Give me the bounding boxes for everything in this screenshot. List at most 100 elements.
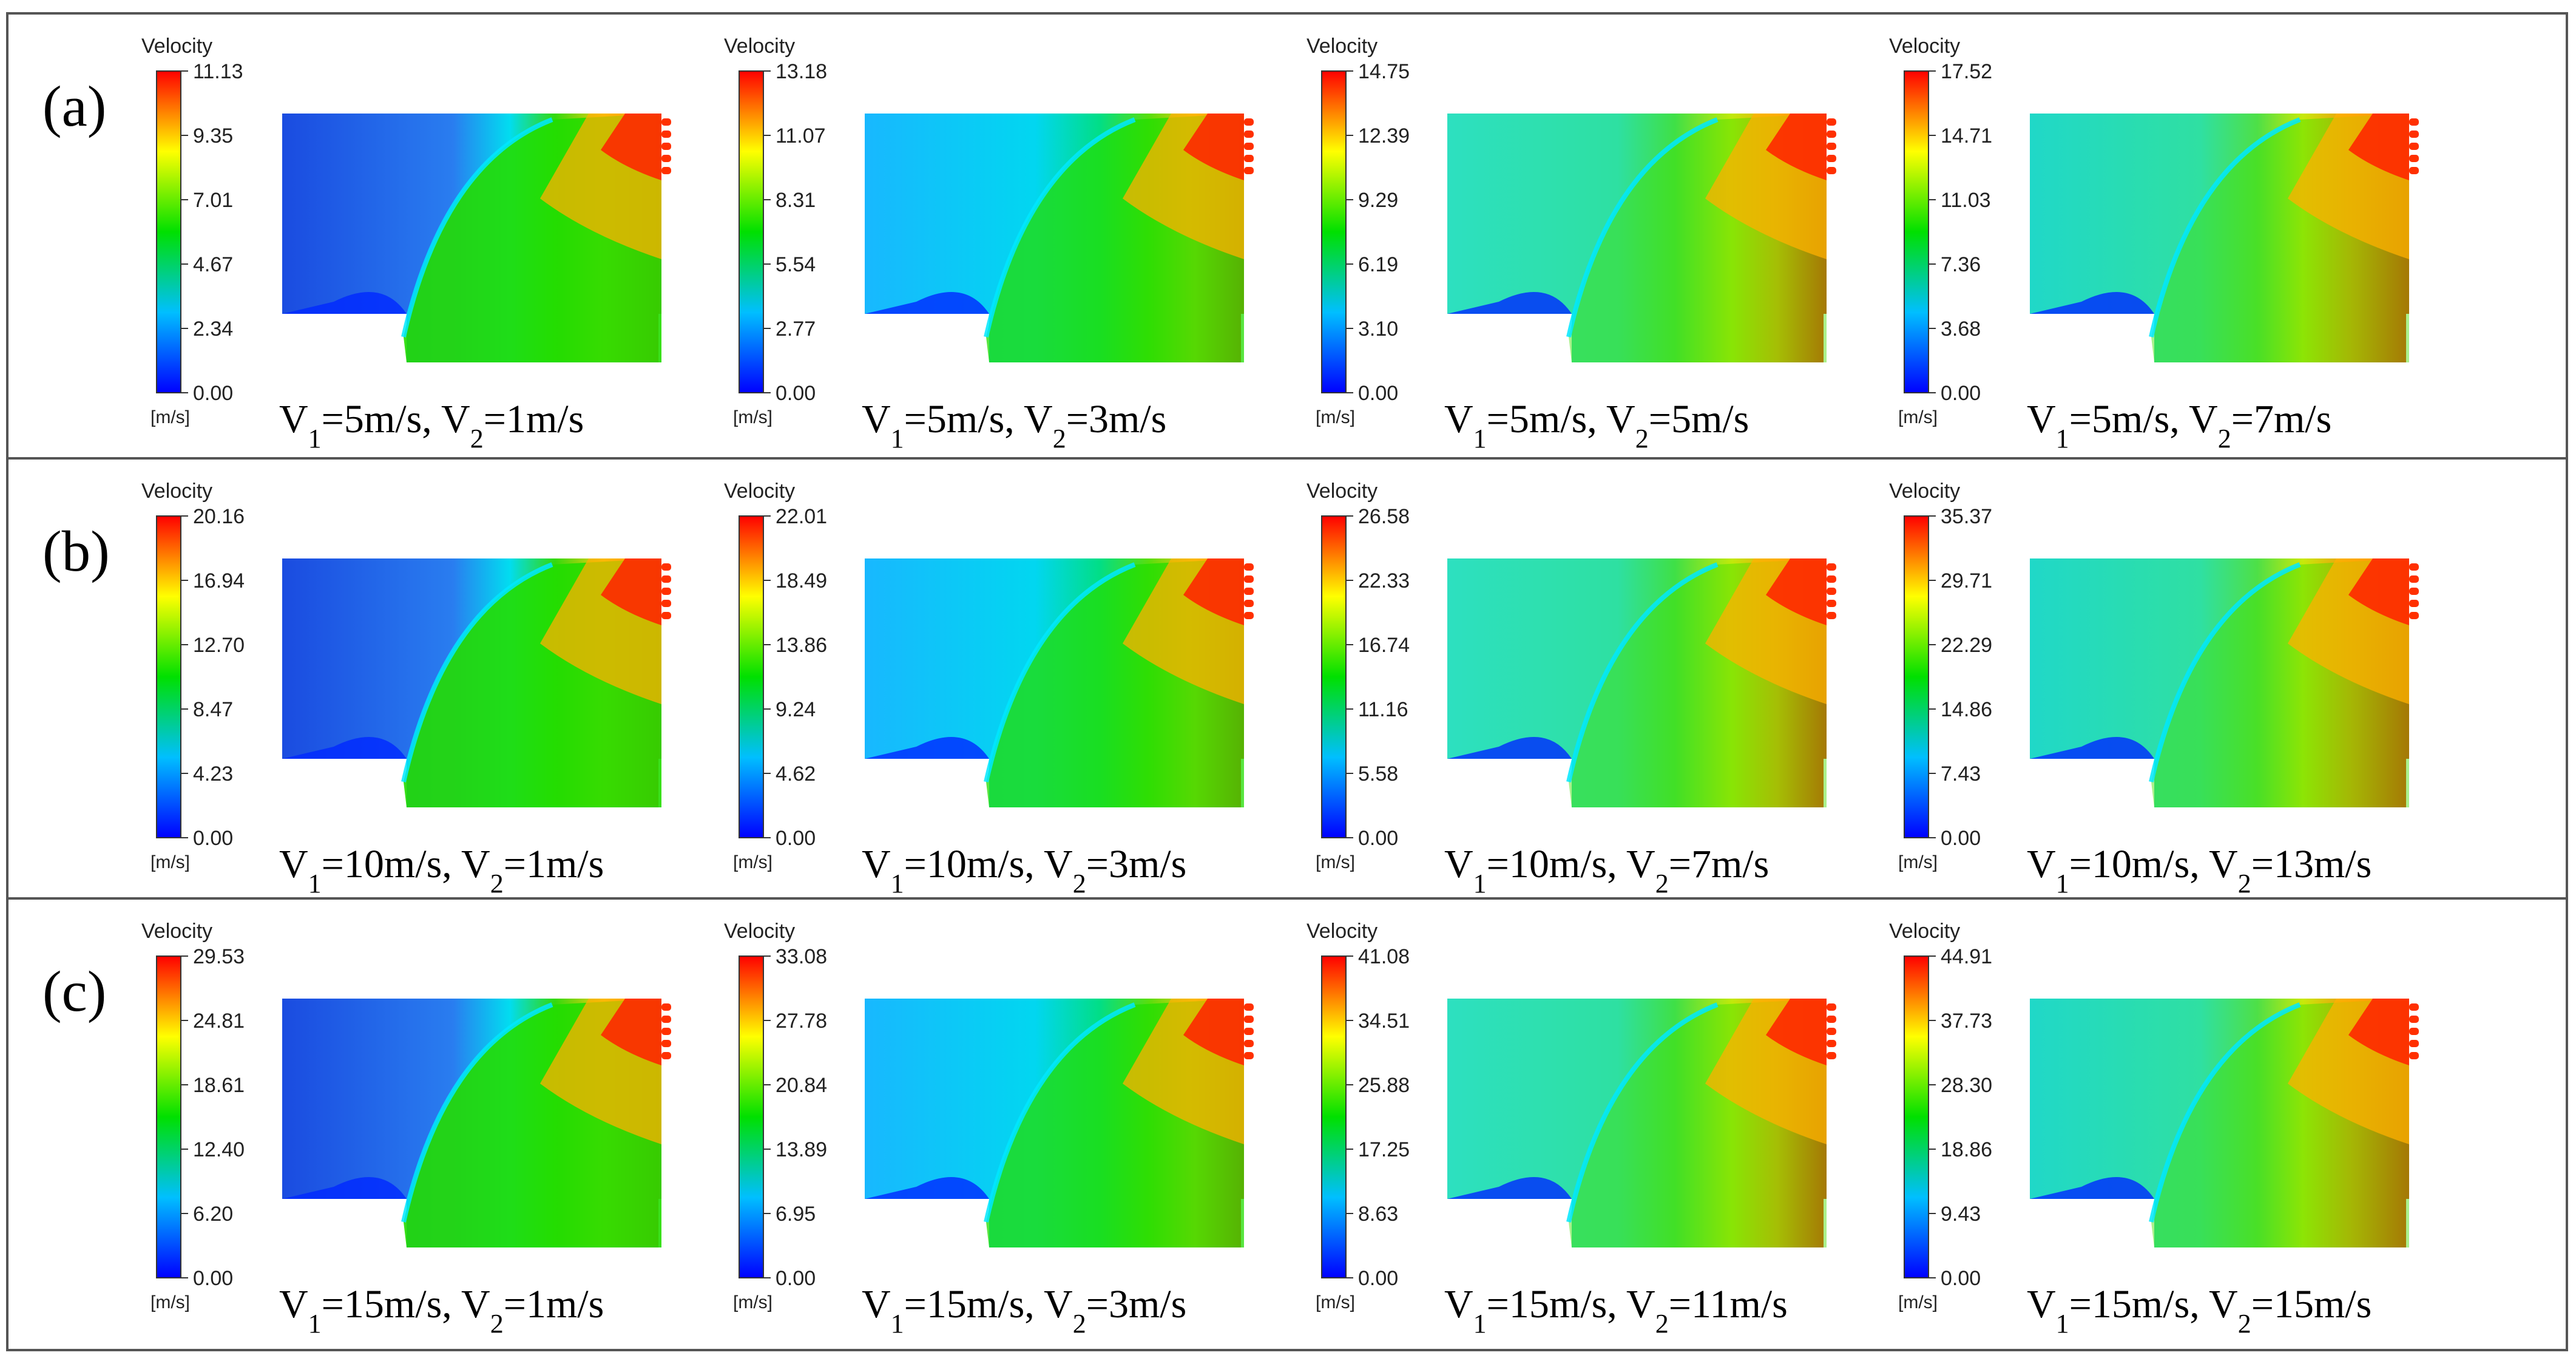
colorbar-unit: [m/s]: [733, 407, 772, 427]
outlet-fin: [661, 131, 671, 138]
colorbar-tick-label: 24.81: [193, 1010, 245, 1033]
outlet-fin: [1244, 118, 1254, 126]
outlet-fin: [661, 143, 671, 150]
colorbar-title: Velocity: [141, 920, 212, 943]
colorbar-tick-label: 18.86: [1941, 1138, 1992, 1161]
colorbar-tick-label: 13.89: [776, 1138, 827, 1161]
colorbar-tick-label: 11.07: [776, 124, 826, 148]
panel-caption: V1=10m/s, V2=13m/s: [2027, 842, 2371, 898]
peak-velocity-zone: [601, 558, 661, 625]
outlet-fin: [1827, 563, 1836, 571]
colorbar-title: Velocity: [1307, 920, 1378, 943]
shear-layer: [2149, 1002, 2301, 1223]
outlet-fin: [1244, 1040, 1254, 1047]
colorbar: [156, 515, 181, 838]
shear-layer: [1566, 562, 1719, 782]
peak-velocity-zone: [1766, 114, 1827, 180]
outlet-fin: [2409, 131, 2419, 138]
colorbar: [1904, 70, 1929, 393]
outlet-fin: [1244, 1052, 1254, 1059]
outlet-fin: [661, 588, 671, 595]
shear-layer: [1566, 117, 1719, 338]
colorbar-tick-label: 12.70: [193, 634, 245, 657]
colorbar-tick-label: 14.86: [1941, 698, 1992, 721]
outlet-fin: [2409, 1028, 2419, 1035]
outlet-fin: [2409, 167, 2419, 174]
recirculation-zone: [865, 292, 989, 314]
colorbar-unit: [m/s]: [1316, 852, 1355, 872]
outlet-fin: [661, 1003, 671, 1011]
figure-frame: [6, 12, 2568, 1351]
colorbar-tick-label: 29.53: [193, 945, 245, 968]
colorbar-tick-label: 16.94: [193, 569, 245, 592]
colorbar-tick-label: 2.34: [193, 317, 233, 341]
outlet-fin: [1827, 1028, 1836, 1035]
colorbar-unit: [m/s]: [1898, 1292, 1938, 1312]
colorbar-tick-label: 12.40: [193, 1138, 245, 1161]
recirculation-zone: [1447, 737, 1572, 759]
colorbar-title: Velocity: [1307, 35, 1378, 58]
shear-layer: [984, 1002, 1136, 1223]
outlet-fin: [1827, 1003, 1836, 1011]
colorbar-title: Velocity: [724, 920, 795, 943]
panel-caption: V1=5m/s, V2=3m/s: [862, 397, 1166, 453]
colorbar: [1321, 515, 1347, 838]
colorbar-tick-label: 0.00: [1358, 382, 1398, 405]
colorbar-title: Velocity: [141, 480, 212, 503]
recirculation-zone: [1447, 292, 1572, 314]
colorbar-tick-label: 28.30: [1941, 1074, 1992, 1097]
colorbar-tick-label: 0.00: [776, 382, 816, 405]
colorbar-tick-label: 41.08: [1358, 945, 1410, 968]
colorbar-tick-label: 0.00: [1941, 1267, 1981, 1290]
colorbar-tick-label: 9.35: [193, 124, 233, 148]
colorbar-tick-label: 22.29: [1941, 634, 1992, 657]
colorbar-title: Velocity: [141, 35, 212, 58]
colorbar-tick-label: 13.86: [776, 634, 827, 657]
peak-velocity-zone: [1183, 999, 1244, 1065]
colorbar-tick-label: 14.75: [1358, 60, 1410, 83]
colorbar-tick-label: 44.91: [1941, 945, 1992, 968]
colorbar-title: Velocity: [724, 35, 795, 58]
shear-layer: [984, 562, 1136, 782]
row-c: (c)Velocity29.5324.8118.6112.406.200.00[…: [42, 920, 2419, 1339]
outlet-fin: [1827, 155, 1836, 162]
peak-velocity-zone: [1183, 114, 1244, 180]
colorbar-unit: [m/s]: [1898, 407, 1938, 427]
panel-caption: V1=15m/s, V2=1m/s: [279, 1282, 604, 1339]
colorbar-unit: [m/s]: [1316, 1292, 1355, 1312]
colorbar-tick-label: 9.43: [1941, 1203, 1981, 1226]
colorbar-tick-label: 0.00: [193, 1267, 233, 1290]
colorbar-unit: [m/s]: [733, 1292, 772, 1312]
outlet-fin: [661, 1028, 671, 1035]
colorbar: [156, 955, 181, 1278]
outlet-fin: [1827, 1040, 1836, 1047]
recirculation-zone: [2030, 292, 2154, 314]
panel-caption: V1=15m/s, V2=11m/s: [1444, 1282, 1788, 1339]
shear-layer: [2149, 117, 2301, 338]
outlet-fin: [1244, 1016, 1254, 1023]
outlet-fin: [661, 155, 671, 162]
colorbar-tick-label: 11.16: [1358, 698, 1408, 721]
colorbar-tick-label: 6.19: [1358, 253, 1398, 276]
outlet-fin: [1244, 167, 1254, 174]
colorbar-tick-label: 0.00: [1941, 827, 1981, 850]
colorbar: [739, 955, 764, 1278]
row-label: (a): [42, 74, 106, 138]
colorbar-title: Velocity: [1307, 480, 1378, 503]
colorbar-tick-label: 27.78: [776, 1010, 827, 1033]
outlet-fin: [1827, 167, 1836, 174]
panel-caption: V1=10m/s, V2=7m/s: [1444, 842, 1769, 898]
outlet-fin: [2409, 563, 2419, 571]
colorbar-tick-label: 13.18: [776, 60, 827, 83]
outlet-fin: [661, 118, 671, 126]
recirculation-zone: [1447, 1177, 1572, 1199]
panel-caption: V1=15m/s, V2=15m/s: [2027, 1282, 2371, 1339]
rows-layer: (a) Velocity11.139.357.014.672.340.00[m/s…: [42, 35, 2419, 1339]
recirculation-zone: [282, 292, 407, 314]
peak-velocity-zone: [2348, 114, 2409, 180]
